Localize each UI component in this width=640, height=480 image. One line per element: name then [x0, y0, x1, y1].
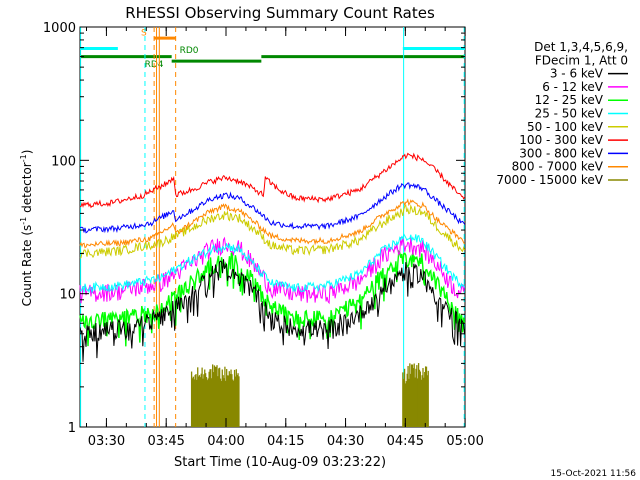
y-axis-label-sup-2: -1 [19, 154, 28, 162]
series-300-800-kev [79, 182, 466, 234]
series-50-100-kev [79, 204, 466, 259]
y-tick-label-10: 10 [59, 288, 76, 303]
legend-label-800-7000-kev: 800 - 7000 keV [512, 160, 604, 174]
legend-item-50-100-kev: 50 - 100 keV [527, 120, 628, 134]
legend-label-3-6-kev: 3 - 6 keV [550, 67, 604, 81]
bar-label-rd0: RD0 [180, 46, 199, 56]
x-tick-label-2: 04:00 [207, 434, 244, 449]
y-axis-label-part-3: ) [20, 150, 34, 155]
timestamp: 15-Oct-2021 11:56 [551, 469, 637, 479]
series-800-7000-kev [79, 198, 466, 249]
x-tick-label-4: 04:30 [327, 434, 364, 449]
y-tick-label-1: 1 [68, 421, 76, 436]
y-axis-label: Count Rate (s-1 detector-1) [19, 150, 34, 307]
x-axis-label: Start Time (10-Aug-09 03:23:22) [174, 455, 386, 470]
plot-frame [79, 26, 466, 428]
series-100-300-kev [79, 152, 466, 209]
legend-label-7000-15000-kev: 7000 - 15000 keV [496, 173, 603, 187]
x-tick-label-6: 05:00 [446, 434, 483, 449]
legend-item-7000-15000-kev: 7000 - 15000 keV [496, 173, 628, 187]
legend-header-1: FDecim 1, Att 0 [535, 53, 628, 67]
series-7000-15000-kev [190, 363, 429, 427]
series-25-50-kev [79, 232, 466, 295]
legend-label-300-800-kev: 300 - 800 keV [519, 146, 603, 160]
legend-item-12-25-kev: 12 - 25 keV [535, 93, 628, 107]
legend-header-0: Det 1,3,4,5,6,9, [534, 40, 628, 54]
legend-label-100-300-kev: 100 - 300 keV [519, 133, 603, 147]
legend-label-25-50-kev: 25 - 50 keV [535, 107, 604, 121]
legend-label-6-12-kev: 6 - 12 keV [542, 80, 604, 94]
legend-item-25-50-kev: 25 - 50 keV [535, 107, 628, 121]
x-tick-label-5: 04:45 [387, 434, 424, 449]
legend-label-12-25-kev: 12 - 25 keV [535, 93, 604, 107]
chart-title: RHESSI Observing Summary Count Rates [125, 4, 435, 22]
legend-label-50-100-kev: 50 - 100 keV [527, 120, 604, 134]
series-3-6-kev [79, 259, 466, 362]
y-tick-label-1000: 1000 [43, 21, 76, 36]
bar-label-s: S [141, 28, 147, 38]
axis-layer: 1 10 100 1000 03:30 03:45 04:00 04:15 04:30 04:45… [43, 21, 484, 449]
series-layer [79, 152, 466, 427]
x-tick-label-0: 03:30 [88, 434, 125, 449]
legend: Det 1,3,4,5,6,9,FDecim 1, Att 03 - 6 keV… [496, 40, 628, 187]
y-axis-label-part-1: Count Rate (s [20, 225, 34, 307]
legend-item-100-300-kev: 100 - 300 keV [519, 133, 628, 147]
y-axis-label-sup-1: -1 [19, 217, 28, 225]
y-tick-label-100: 100 [51, 154, 76, 169]
series-6-12-kev [79, 236, 466, 305]
x-tick-label-1: 03:45 [147, 434, 184, 449]
x-tick-label-3: 04:15 [267, 434, 304, 449]
legend-item-6-12-kev: 6 - 12 keV [542, 80, 628, 94]
legend-item-800-7000-kev: 800 - 7000 keV [512, 160, 628, 174]
y-axis-label-part-2: detector [20, 162, 34, 217]
legend-item-300-800-kev: 300 - 800 keV [519, 146, 628, 160]
legend-item-3-6-kev: 3 - 6 keV [550, 67, 628, 81]
